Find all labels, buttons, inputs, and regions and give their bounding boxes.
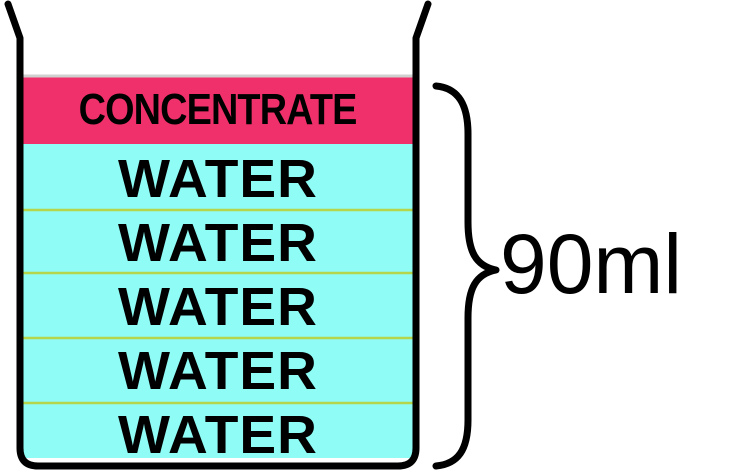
water-label: WATER — [118, 405, 318, 465]
water-label: WATER — [118, 149, 318, 209]
volume-label: 90ml — [500, 217, 683, 311]
water-label: WATER — [118, 213, 318, 273]
concentrate-label: CONCENTRATE — [79, 85, 358, 134]
concentrate-layer-fill — [22, 76, 414, 144]
water-layer: WATER — [22, 276, 414, 338]
water-layer: WATER — [22, 404, 414, 466]
beaker-outline — [4, 0, 432, 470]
water-layer: WATER — [22, 148, 414, 210]
water-layer-fill — [22, 144, 414, 458]
water-layer: WATER — [22, 212, 414, 274]
water-layer: WATER — [22, 340, 414, 402]
water-label: WATER — [118, 341, 318, 401]
volume-brace — [432, 82, 500, 470]
water-label: WATER — [118, 277, 318, 337]
concentrate-layer: CONCENTRATE — [22, 76, 414, 144]
